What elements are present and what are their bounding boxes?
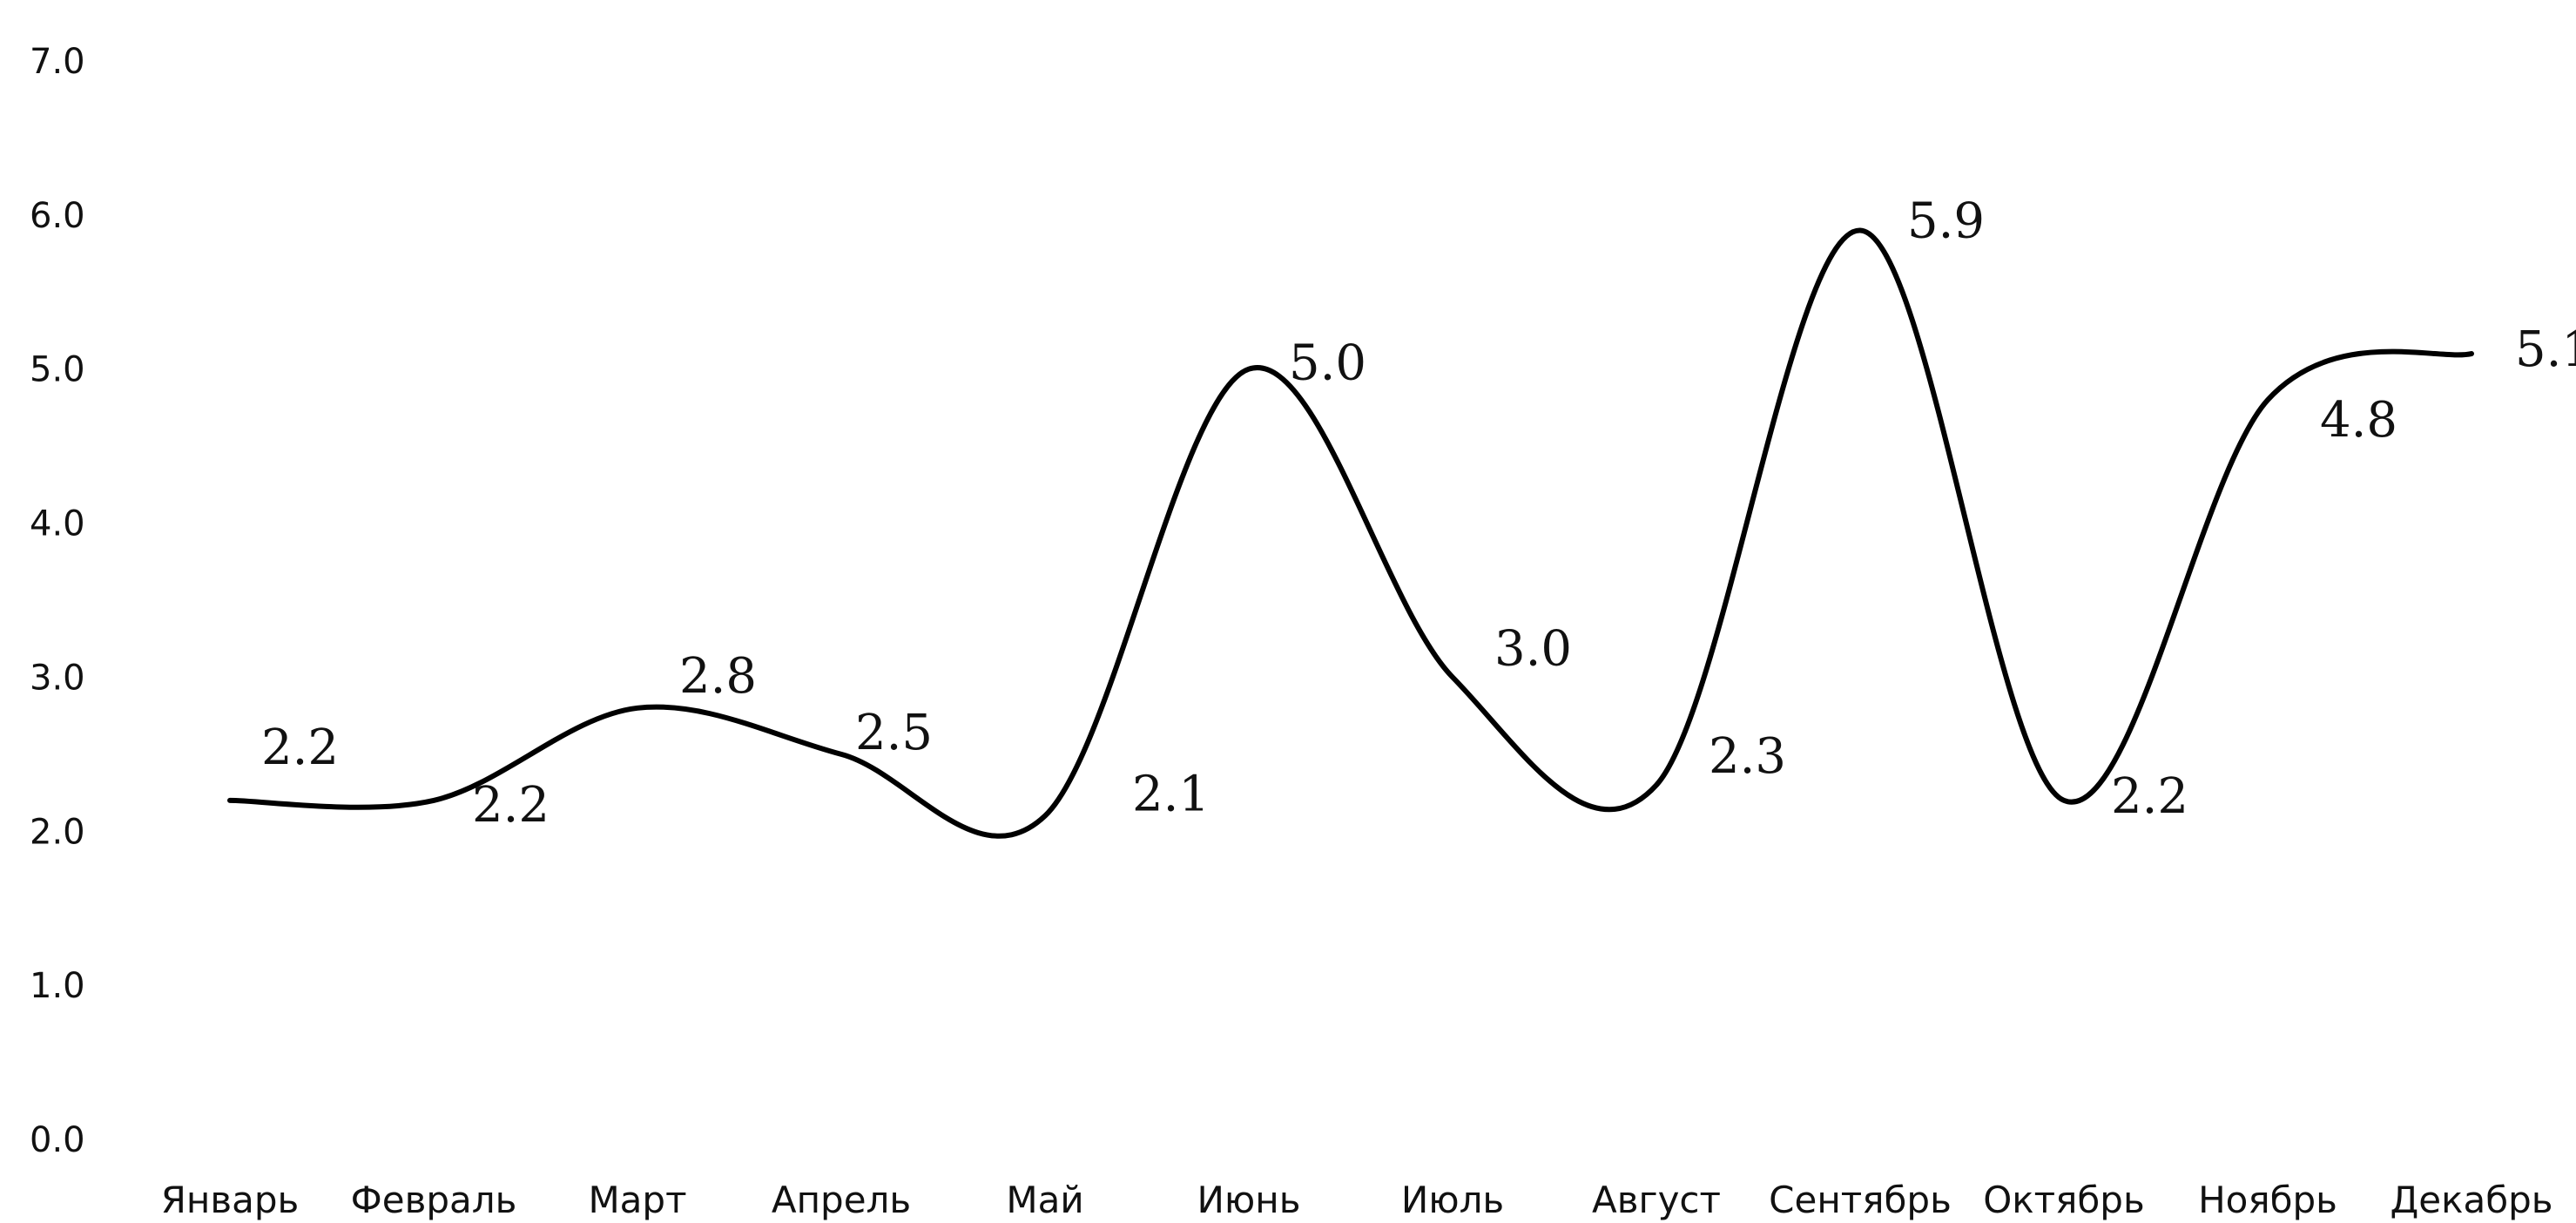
- data-labels: 2.2 2.2 2.8 2.5 2.1 5.0 3.0 2.3 5.9 2.2 4.8 5.1: [261, 193, 2576, 834]
- data-label: 2.2: [261, 720, 339, 776]
- x-tick-label: Июнь: [1197, 1179, 1301, 1221]
- y-axis: 0.0 1.0 2.0 3.0 4.0 5.0 6.0 7.0: [30, 42, 85, 1160]
- x-tick-label: Апрель: [772, 1179, 911, 1221]
- y-tick-label: 2.0: [30, 812, 85, 852]
- data-label: 2.8: [679, 648, 757, 705]
- series-line: [227, 227, 2474, 839]
- data-label: 3.0: [1494, 620, 1572, 677]
- x-tick-label: Февраль: [351, 1179, 517, 1221]
- data-label: 2.2: [472, 777, 550, 834]
- x-axis: Январь Февраль Март Апрель Май Июнь Июль Август…: [161, 1179, 2553, 1221]
- x-tick-label: Сентябрь: [1769, 1179, 1952, 1221]
- x-tick-label: Май: [1006, 1179, 1083, 1221]
- y-tick-label: 6.0: [30, 196, 85, 236]
- x-tick-label: Январь: [161, 1179, 300, 1221]
- x-tick-label: Октябрь: [1983, 1179, 2144, 1221]
- data-label: 2.2: [2111, 768, 2188, 825]
- data-label: 5.0: [1289, 335, 1366, 392]
- data-label: 4.8: [2320, 392, 2397, 449]
- y-tick-label: 7.0: [30, 42, 85, 82]
- y-tick-label: 4.0: [30, 504, 85, 544]
- data-label: 2.5: [855, 705, 933, 761]
- data-label: 2.3: [1709, 728, 1786, 785]
- x-tick-label: Март: [588, 1179, 686, 1221]
- x-tick-label: Июль: [1401, 1179, 1504, 1221]
- x-tick-label: Декабрь: [2390, 1179, 2552, 1221]
- y-tick-label: 0.0: [30, 1120, 85, 1160]
- y-tick-label: 1.0: [30, 966, 85, 1006]
- x-tick-label: Ноябрь: [2198, 1179, 2337, 1221]
- data-label: 2.1: [1132, 767, 1210, 823]
- y-tick-label: 3.0: [30, 658, 85, 698]
- data-label: 5.1: [2515, 321, 2576, 378]
- y-tick-label: 5.0: [30, 350, 85, 390]
- data-label: 5.9: [1907, 193, 1985, 250]
- x-tick-label: Август: [1592, 1179, 1721, 1221]
